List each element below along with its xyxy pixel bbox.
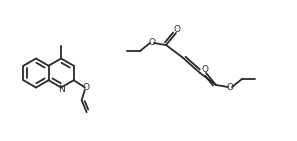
Text: N: N [58, 84, 64, 93]
Text: O: O [148, 38, 156, 47]
Text: O: O [82, 83, 89, 92]
Text: O: O [227, 82, 233, 92]
Text: O: O [173, 25, 181, 34]
Text: O: O [201, 65, 208, 74]
